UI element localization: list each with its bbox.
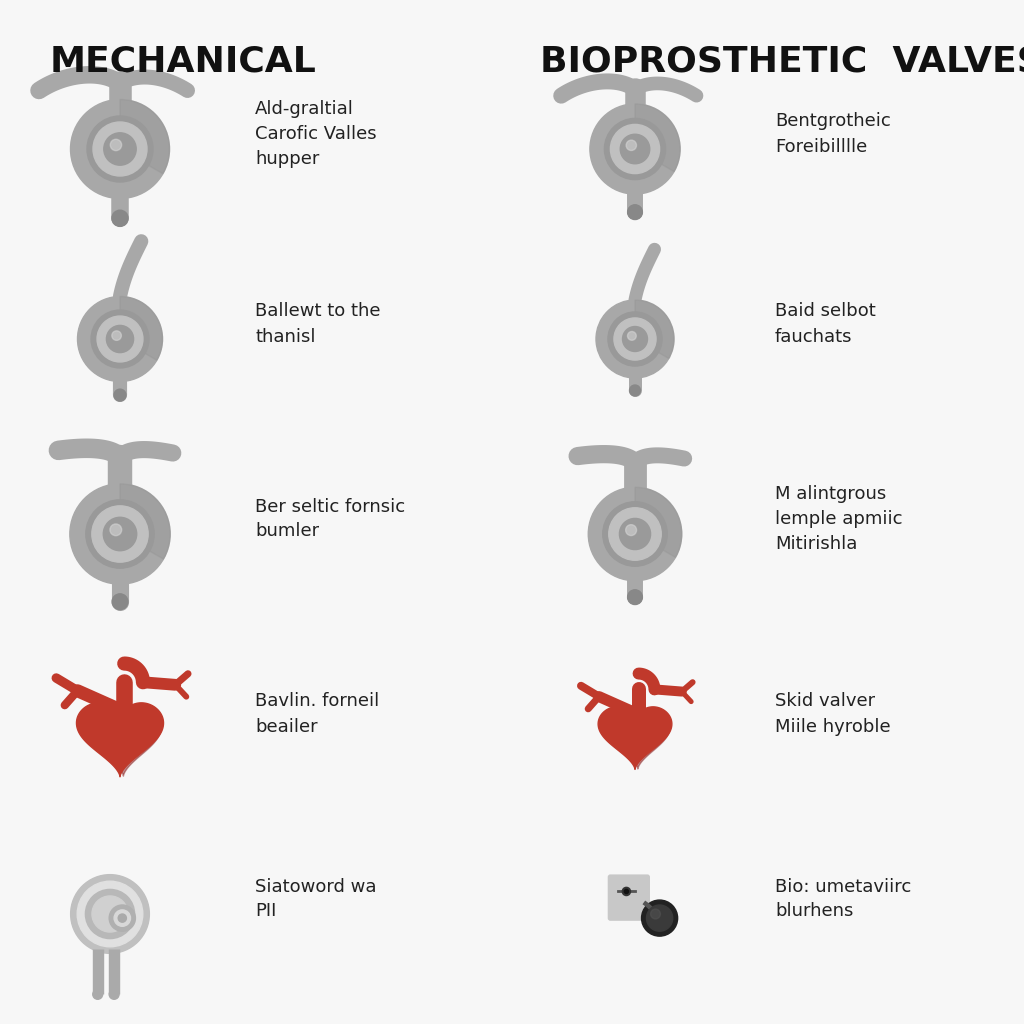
Circle shape	[91, 310, 148, 368]
Text: MECHANICAL: MECHANICAL	[50, 44, 316, 78]
Circle shape	[620, 518, 650, 550]
Circle shape	[628, 590, 642, 604]
Circle shape	[118, 914, 126, 923]
Circle shape	[114, 910, 130, 927]
Circle shape	[77, 882, 142, 947]
Circle shape	[110, 989, 119, 999]
Wedge shape	[120, 484, 170, 559]
Circle shape	[86, 500, 155, 568]
Text: BIOPROSTHETIC  VALVES: BIOPROSTHETIC VALVES	[540, 44, 1024, 78]
Polygon shape	[605, 711, 670, 769]
Circle shape	[628, 332, 636, 340]
Circle shape	[610, 124, 659, 174]
Circle shape	[70, 484, 170, 584]
Wedge shape	[120, 297, 163, 360]
Wedge shape	[635, 300, 674, 358]
Polygon shape	[598, 707, 672, 769]
Circle shape	[110, 905, 135, 931]
Text: Ald-graltial
Carofic Valles
hupper: Ald-graltial Carofic Valles hupper	[255, 100, 377, 168]
Text: Bentgrotheic
Foreibilllle: Bentgrotheic Foreibilllle	[775, 113, 891, 156]
Circle shape	[110, 524, 122, 536]
Circle shape	[93, 122, 147, 176]
Circle shape	[71, 99, 170, 199]
Circle shape	[623, 327, 647, 351]
Circle shape	[112, 594, 128, 609]
Text: Baid selbot
fauchats: Baid selbot fauchats	[775, 302, 876, 345]
Circle shape	[603, 502, 668, 566]
Circle shape	[92, 896, 128, 932]
Circle shape	[608, 312, 663, 366]
Polygon shape	[85, 708, 162, 776]
Circle shape	[590, 103, 680, 195]
Text: Bavlin. forneil
beailer: Bavlin. forneil beailer	[255, 692, 379, 735]
Circle shape	[112, 210, 128, 226]
Wedge shape	[635, 487, 682, 557]
Circle shape	[92, 506, 148, 562]
Circle shape	[97, 316, 143, 361]
Circle shape	[623, 888, 631, 896]
Circle shape	[71, 874, 150, 953]
Circle shape	[93, 989, 102, 999]
Circle shape	[642, 900, 678, 936]
Circle shape	[78, 297, 163, 382]
Circle shape	[646, 905, 673, 931]
Circle shape	[628, 205, 642, 219]
Circle shape	[106, 326, 133, 352]
Circle shape	[630, 385, 640, 396]
Circle shape	[114, 389, 126, 401]
Circle shape	[588, 487, 682, 581]
Text: M alintgrous
lemple apmiic
Mitirishla: M alintgrous lemple apmiic Mitirishla	[775, 485, 902, 553]
Circle shape	[608, 508, 662, 560]
Text: Ber seltic fornsic
bumler: Ber seltic fornsic bumler	[255, 498, 406, 541]
Circle shape	[87, 116, 153, 182]
Wedge shape	[120, 99, 170, 174]
Text: Skid valver
Miile hyroble: Skid valver Miile hyroble	[775, 692, 891, 735]
Wedge shape	[635, 103, 680, 172]
Circle shape	[626, 524, 637, 536]
Circle shape	[614, 317, 656, 360]
Circle shape	[103, 517, 137, 551]
Polygon shape	[77, 702, 164, 776]
Circle shape	[621, 134, 650, 164]
FancyBboxPatch shape	[608, 876, 649, 921]
Circle shape	[604, 119, 666, 179]
Circle shape	[112, 331, 122, 340]
Circle shape	[625, 890, 629, 894]
Text: Ballewt to the
thanisl: Ballewt to the thanisl	[255, 302, 381, 345]
Circle shape	[596, 300, 674, 378]
Text: Siatoword wa
PII: Siatoword wa PII	[255, 878, 377, 921]
Circle shape	[85, 890, 134, 939]
Circle shape	[111, 139, 122, 151]
Circle shape	[626, 140, 637, 151]
Circle shape	[103, 133, 136, 165]
Circle shape	[650, 909, 660, 919]
Text: Bio: umetaviirc
blurhens: Bio: umetaviirc blurhens	[775, 878, 911, 921]
